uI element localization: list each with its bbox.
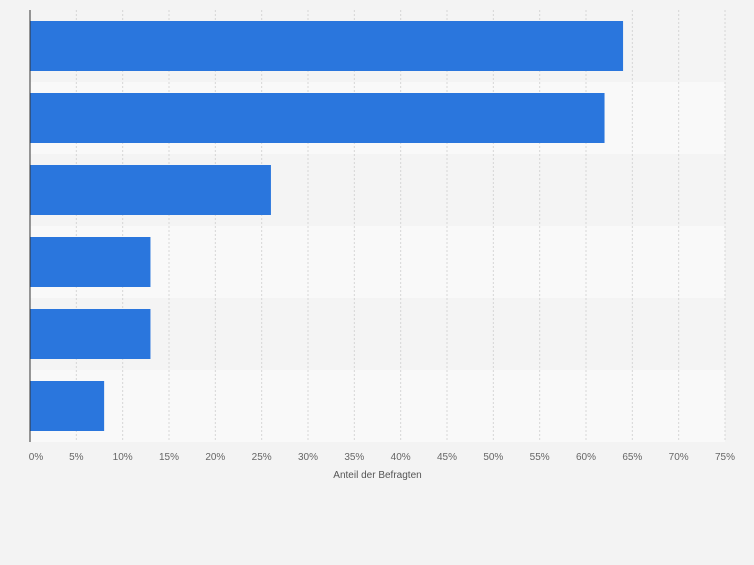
x-tick-label: 70% — [669, 452, 689, 463]
x-tick-labels: 0% 5% 10% 15% 20% 25% 30% 35% 40% 45% 50% 55% 60% 65%… — [29, 452, 735, 463]
x-tick-label: 45% — [437, 452, 457, 463]
x-tick-label: 15% — [159, 452, 179, 463]
x-tick-label: 20% — [205, 452, 225, 463]
x-tick-label: 0% — [29, 452, 44, 463]
x-tick-label: 60% — [576, 452, 596, 463]
x-tick-label: 55% — [530, 452, 550, 463]
x-tick-label: 35% — [344, 452, 364, 463]
x-tick-label: 5% — [69, 452, 84, 463]
bar[interactable] — [30, 21, 624, 71]
bar[interactable] — [30, 93, 605, 143]
bar[interactable] — [30, 309, 151, 359]
x-tick-label: 50% — [483, 452, 503, 463]
bar[interactable] — [30, 381, 105, 431]
row-bands — [30, 10, 725, 442]
gridlines — [75, 10, 726, 442]
x-tick-label: 75% — [715, 452, 735, 463]
x-tick-label: 25% — [252, 452, 272, 463]
bars — [30, 21, 624, 431]
row-band — [30, 370, 725, 442]
x-tick-label: 30% — [298, 452, 318, 463]
bar[interactable] — [30, 237, 151, 287]
x-tick-label: 65% — [622, 452, 642, 463]
x-axis-label: Anteil der Befragten — [333, 470, 421, 481]
bar[interactable] — [30, 165, 271, 215]
x-tick-label: 10% — [113, 452, 133, 463]
x-tick-label: 40% — [391, 452, 411, 463]
